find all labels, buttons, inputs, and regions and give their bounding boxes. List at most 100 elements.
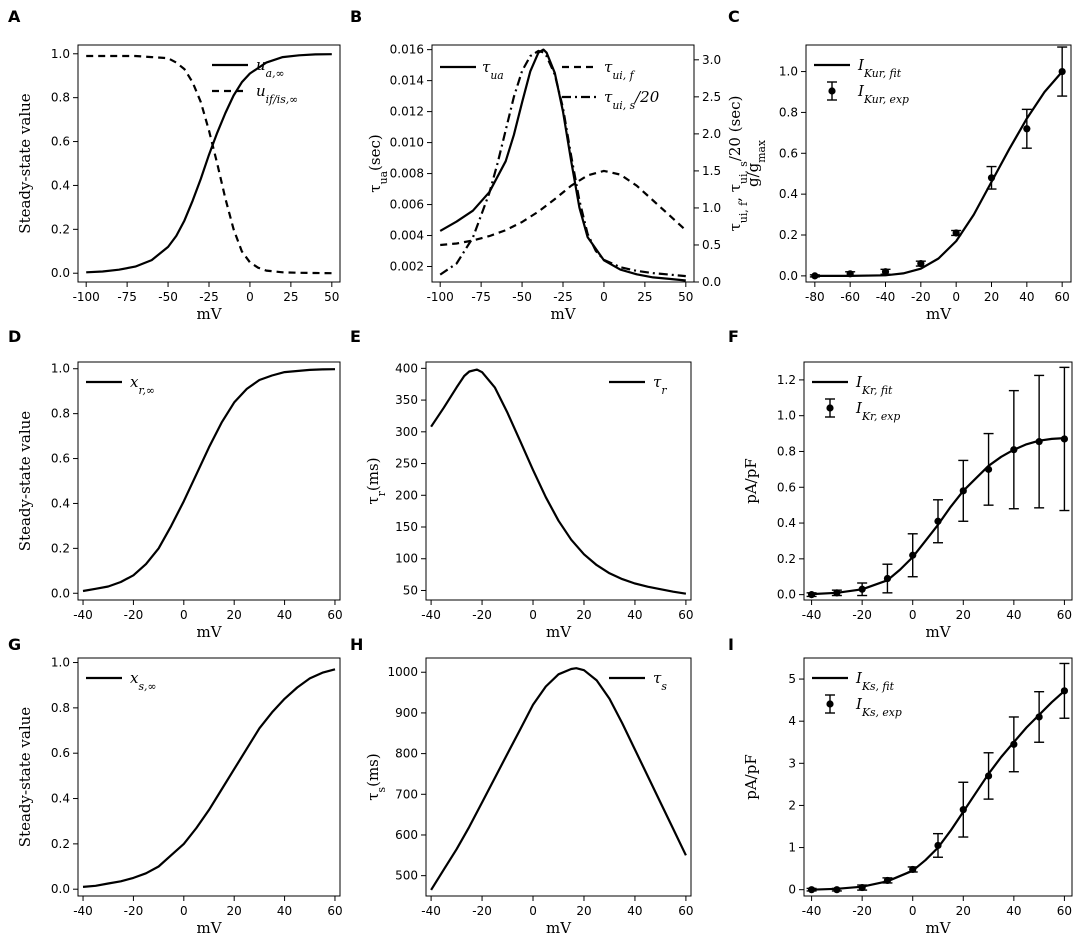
y-tick-label: 1.2 [777,373,796,387]
data-point [833,886,841,894]
legend-label: IKur, fit [857,56,902,80]
y-tick-label: 500 [395,869,418,883]
data-point [1010,740,1018,748]
panel-h: H -40 -20 0 20 40 60 500 600 700 800 900 1000 mV τs(ms… [350,635,694,937]
data-point [959,806,967,814]
x-tick-label: 0 [246,290,254,304]
y2-tick-label: 0.5 [702,238,721,252]
y-tick-label: 0.2 [777,552,796,566]
y-tick-label: 1.0 [51,656,70,670]
axes-frame [77,657,341,897]
legend-label: τui, s/20 [604,88,660,112]
panel-i: I -40 -20 0 20 40 60 0 1 2 3 4 5 mV pA/pF IKs, fitIKs, … [728,635,1073,937]
y-axis-label: Steady-state value [16,707,34,847]
y2-tick-label: 0.0 [702,275,721,289]
y-tick-label: 0.4 [51,496,70,510]
y-axis-label: τs(ms) [364,753,388,801]
x-tick-label: 60 [678,904,693,918]
legend-label: IKr, exp [855,399,900,423]
y-tick-label: 350 [395,393,418,407]
axes-frame [803,657,1073,897]
y-tick-label: 0.8 [51,701,70,715]
y-tick-label: 0 [788,883,796,897]
legend-swatch [828,87,836,95]
data-point [883,574,892,583]
y-tick-label: 150 [395,520,418,534]
x-axis-label: mV [925,623,951,641]
y-tick-label: 0.2 [779,228,798,242]
legend-label: uif/is,∞ [256,82,298,106]
legend-label: ua,∞ [256,56,285,80]
x-tick-label: 25 [283,290,298,304]
x-tick-label: 40 [627,904,642,918]
y-tick-label: 0.8 [51,91,70,105]
y2-tick-label: 2.5 [702,90,721,104]
y-tick-label: 0.010 [390,136,424,150]
y-tick-label: 0.2 [51,541,70,555]
x-tick-label: -20 [124,608,144,622]
x-tick-label: 40 [1006,608,1021,622]
x-tick-label: 40 [627,608,642,622]
y-tick-label: 0.0 [51,882,70,896]
axes-frame [803,361,1073,601]
data-point [1023,125,1031,133]
x-tick-label: -20 [472,904,492,918]
panel-letter: E [350,327,361,346]
x-tick-label: 40 [1006,904,1021,918]
y-axis-label: g/gmax [744,140,768,187]
x-tick-label: -75 [117,290,137,304]
data-point [917,260,925,268]
x-tick-label: 0 [180,608,188,622]
data-point [807,886,816,894]
x-tick-label: -40 [802,904,822,918]
legend-swatch [826,404,834,412]
y-tick-label: 1.0 [51,47,70,61]
x-tick-label: -25 [199,290,219,304]
x-tick-label: 0 [952,290,960,304]
x-axis-label: mV [196,305,222,323]
panel-e: E -40 -20 0 20 40 60 50 100 150 200 250 300 350 400 mV τ… [350,327,694,641]
x-axis-label: mV [196,623,222,641]
legend-label: IKs, exp [855,695,902,719]
x-tick-label: -20 [124,904,144,918]
y-tick-label: 1.0 [779,65,798,79]
series-line [440,169,687,247]
series-line [82,668,336,888]
x-tick-label: 60 [327,904,342,918]
legend-label: IKs, fit [855,669,895,693]
y-tick-label: 0.6 [777,480,796,494]
y2-tick-label: 2.0 [702,127,721,141]
x-axis-label: mV [925,919,951,937]
series-line [439,48,686,282]
series-line [439,49,686,278]
data-point [1058,67,1066,76]
axes-frame [805,44,1072,283]
data-point [881,268,890,276]
legend-swatch [826,700,834,708]
y-tick-label: 800 [395,747,418,761]
y-tick-label: 0.006 [390,198,424,212]
data-point [1035,438,1043,446]
x-tick-label: 60 [678,608,693,622]
series-line [430,667,687,891]
y-tick-label: 0.0 [779,269,798,283]
x-tick-label: 20 [227,608,242,622]
y-tick-label: 0.002 [390,260,424,274]
panel-a: A -100 -75 -50 -25 0 25 50 0.0 0.2 0.4 0.6 0.8 1.0 mV S… [8,7,341,323]
y-tick-label: 0.0 [51,586,70,600]
x-tick-label: -40 [421,904,441,918]
y-tick-label: 1000 [387,665,418,679]
series-line [814,70,1064,277]
y2-tick-label: 1.5 [702,164,721,178]
data-point [883,876,892,885]
y-tick-label: 0.2 [51,222,70,236]
y-tick-label: 0.4 [779,187,798,201]
x-tick-label: -40 [73,608,93,622]
x-tick-label: 60 [1057,608,1072,622]
y-tick-label: 0.4 [777,516,796,530]
data-point [858,585,866,593]
y-tick-label: 0.6 [51,746,70,760]
y-tick-label: 700 [395,787,418,801]
panel-g: G -40 -20 0 20 40 60 0.0 0.2 0.4 0.6 0.8 1.0 mV Steady… [8,635,343,937]
legend-label: τr [653,373,667,397]
